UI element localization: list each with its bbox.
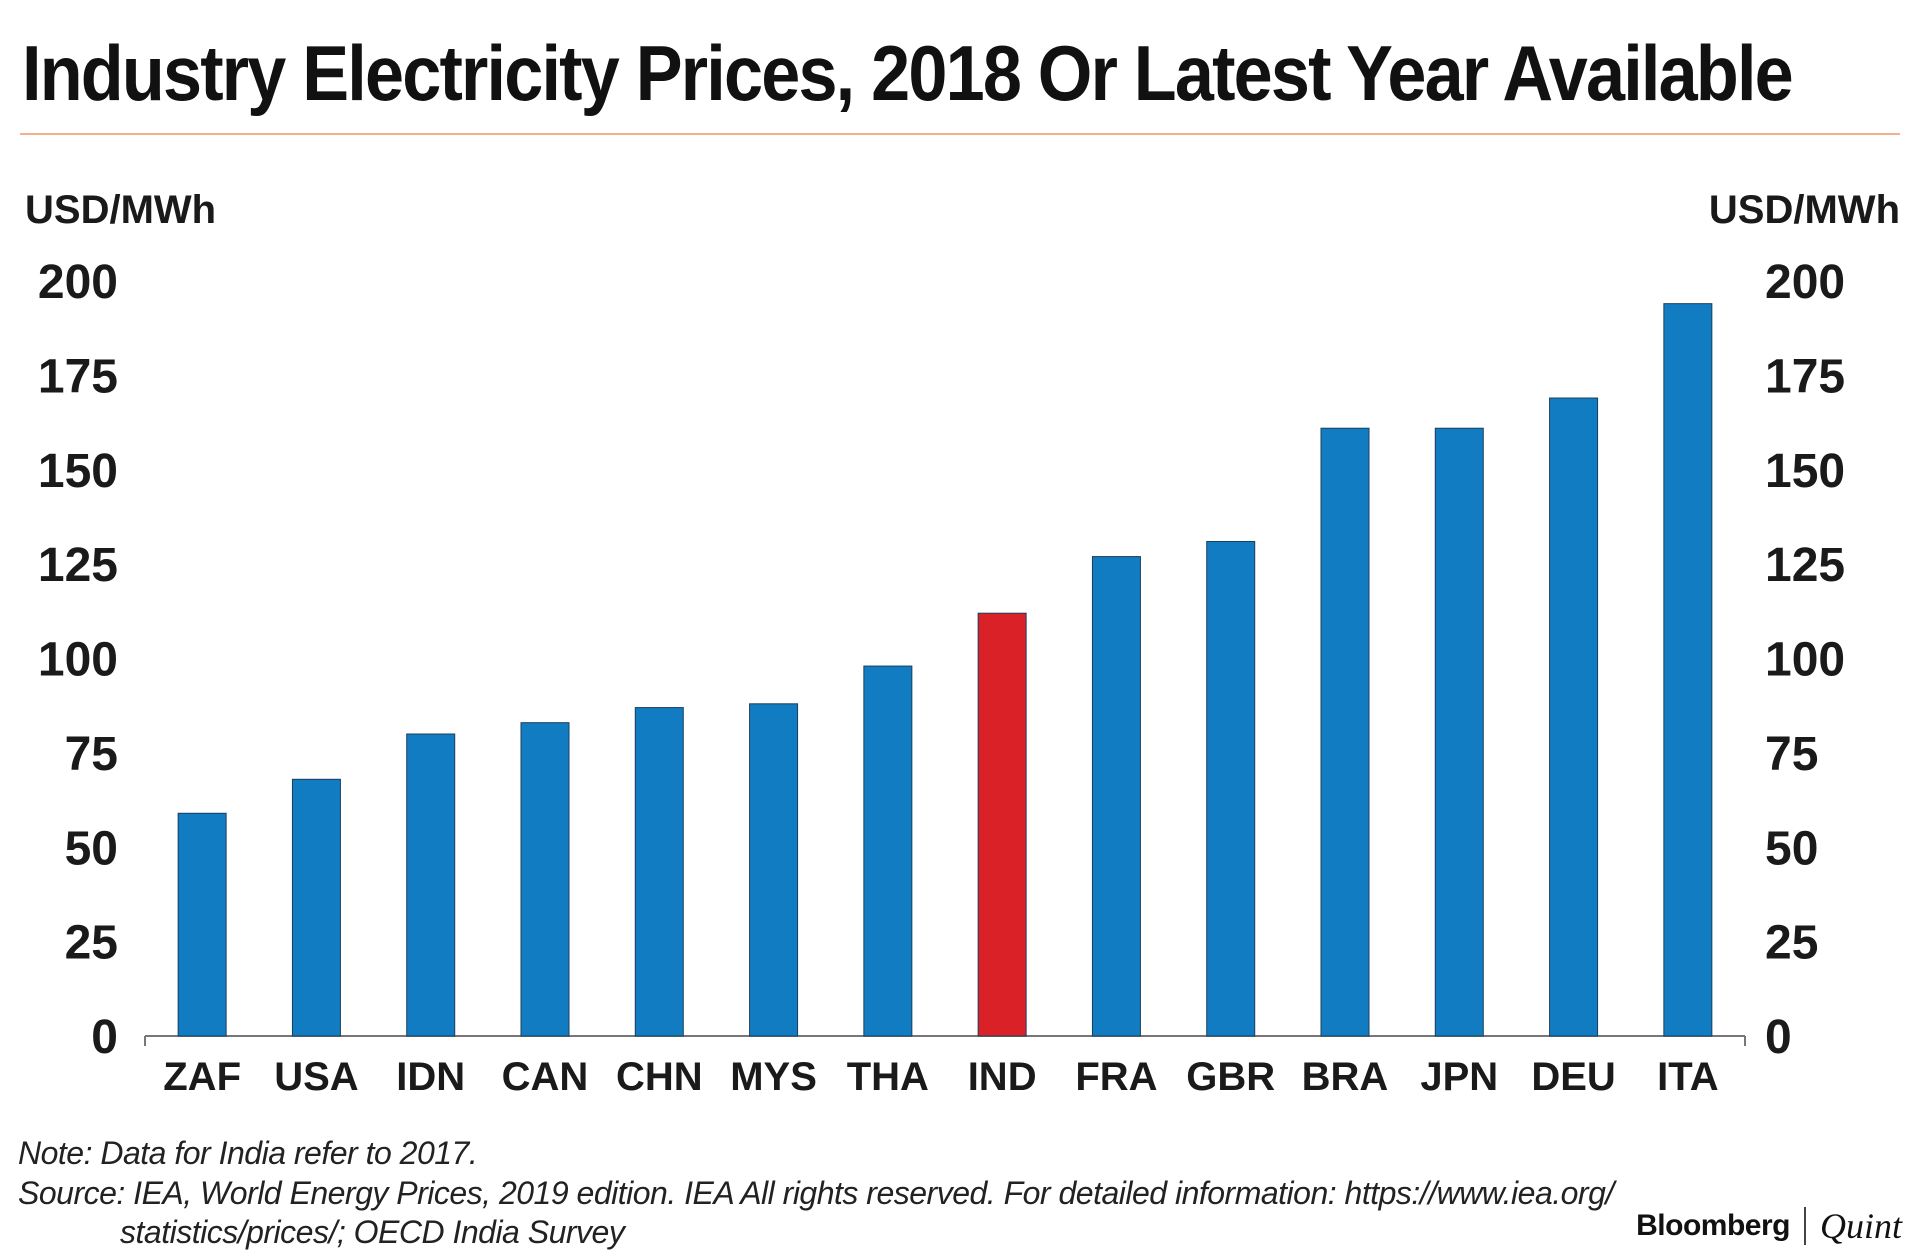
y-tick-left: 25 [65,917,118,970]
y-tick-left: 200 [38,256,118,309]
y-tick-right: 150 [1765,445,1845,498]
bar-idn [406,733,456,1037]
y-tick-left: 50 [65,822,118,875]
brand-logo: Bloomberg Quint [1636,1205,1902,1247]
y-tick-left: 150 [38,445,118,498]
bar-bra [1320,427,1370,1037]
bar-fra [1091,556,1141,1037]
x-tick-label: ITA [1657,1055,1718,1099]
x-tick-label: CAN [502,1055,589,1099]
source-line: Source: IEA, World Energy Prices, 2019 e… [18,1175,1614,1211]
x-tick-label: ZAF [163,1055,241,1099]
title-divider [20,133,1900,135]
y-tick-right: 100 [1765,634,1845,687]
brand-divider [1803,1207,1806,1245]
y-tick-left: 0 [91,1011,118,1064]
bar-tha [863,665,913,1037]
y-tick-right: 200 [1765,256,1845,309]
y-tick-right: 175 [1765,350,1845,403]
y-unit-right: USD/MWh [1709,188,1900,232]
y-tick-right: 75 [1765,728,1818,781]
x-tick-label: USA [274,1055,358,1099]
chart-title: Industry Electricity Prices, 2018 Or Lat… [22,29,1794,117]
brand-name: Bloomberg [1636,1209,1790,1242]
y-tick-right: 0 [1765,1011,1792,1064]
x-tick-label: IND [968,1055,1037,1099]
bar-mys [749,703,799,1037]
x-tick-label: GBR [1186,1055,1275,1099]
x-tick-label: THA [847,1055,929,1099]
x-tick-label: CHN [616,1055,703,1099]
y-tick-right: 25 [1765,917,1818,970]
x-tick-label: JPN [1420,1055,1498,1099]
bar-zaf [177,812,227,1037]
y-tick-left: 100 [38,634,118,687]
bar-deu [1549,397,1599,1037]
x-tick-label: IDN [396,1055,465,1099]
source-line-continued: statistics/prices/; OECD India Survey [120,1214,625,1250]
x-tick-label: DEU [1531,1055,1615,1099]
y-tick-left: 125 [38,539,118,592]
y-tick-right: 125 [1765,539,1845,592]
y-tick-right: 50 [1765,822,1818,875]
bar-can [520,722,570,1037]
y-tick-left: 75 [65,728,118,781]
x-tick-label: BRA [1302,1055,1389,1099]
bar-jpn [1434,427,1484,1037]
y-tick-left: 175 [38,350,118,403]
bar-usa [291,778,341,1037]
brand-partner: Quint [1819,1206,1902,1246]
x-tick-label: FRA [1075,1055,1157,1099]
y-unit-left: USD/MWh [25,188,216,232]
x-tick-label: MYS [730,1055,817,1099]
bar-ind [977,612,1027,1037]
footnote: Note: Data for India refer to 2017. [18,1135,478,1171]
bar-gbr [1206,540,1256,1037]
bar-ita [1663,303,1713,1037]
bar-chn [634,707,684,1037]
